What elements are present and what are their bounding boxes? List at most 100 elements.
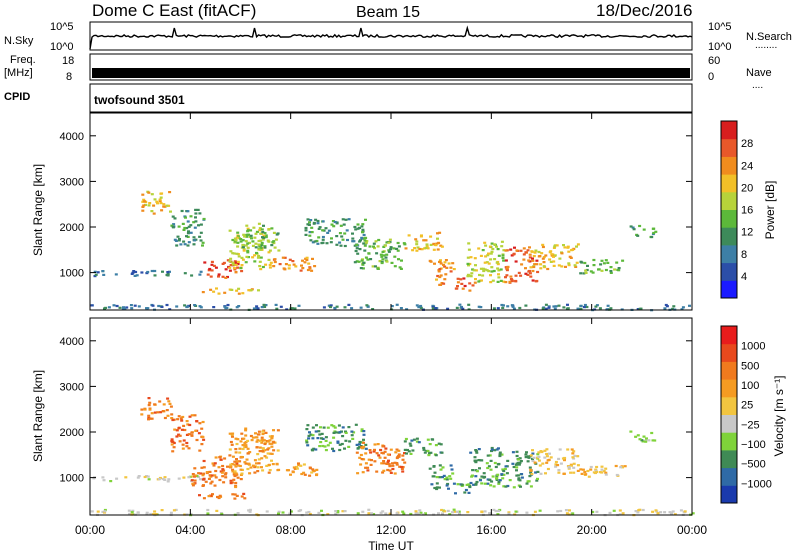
power-cell (468, 274, 472, 277)
velocity-cell (554, 460, 558, 464)
velocity-cell (311, 437, 315, 440)
velocity-cell (465, 483, 469, 486)
velocity-cell (480, 459, 484, 462)
velocity-cell (200, 427, 204, 430)
velocity-cell (426, 449, 430, 453)
velocity-cell (268, 442, 272, 445)
velocity-cell (422, 446, 426, 450)
power-cell (260, 241, 264, 244)
velocity-cell (214, 456, 218, 459)
velocity-cell (228, 454, 232, 457)
power-cell (259, 232, 263, 235)
velocity-cell (480, 510, 484, 514)
velocity-cell (391, 467, 395, 471)
power-cell (226, 259, 230, 262)
power-cell (531, 269, 535, 273)
power-cell (360, 225, 364, 228)
velocity-cell (146, 475, 150, 478)
power-cell (598, 307, 602, 310)
velocity-cell (291, 471, 295, 474)
velocity-cell (526, 460, 530, 463)
velocity-cell (397, 449, 401, 452)
power-cell (531, 257, 534, 260)
velocity-cell (570, 448, 574, 451)
power-cell (356, 252, 360, 255)
power-cell (263, 246, 267, 249)
velocity-cell (210, 480, 214, 483)
nsky-tick-bottom: 10^0 (50, 41, 74, 53)
power-cell (151, 304, 155, 307)
freq-tick-bottom: 8 (66, 71, 72, 83)
time-axis: 00:00 04:00 08:00 12:00 16:00 20:00 00:00 (75, 113, 707, 537)
power-cell (615, 261, 619, 264)
velocity-cell (233, 470, 237, 473)
velocity-cell (441, 466, 445, 469)
velocity-cell (584, 473, 588, 476)
velocity-cell (211, 493, 214, 496)
velocity-cell (239, 478, 243, 481)
power-cell (267, 251, 271, 254)
power-cell (500, 245, 504, 248)
velocity-cell (483, 510, 487, 513)
power-cell (672, 305, 676, 308)
power-cell (223, 291, 227, 294)
power-colorbar-tick: 4 (741, 271, 747, 283)
power-cell (442, 263, 445, 267)
power-cell (474, 264, 477, 267)
velocity-cell (270, 436, 274, 439)
power-cell (364, 256, 368, 259)
power-echo-region (141, 190, 172, 215)
velocity-cell (229, 463, 233, 466)
power-cell (567, 264, 571, 267)
power-cell (613, 268, 617, 271)
power-cell (539, 267, 543, 270)
velocity-cell (96, 510, 100, 513)
nsky-tick-top: 10^5 (50, 21, 74, 33)
velocity-cell (251, 464, 255, 467)
power-cell (310, 269, 314, 272)
velocity-cell (220, 512, 224, 516)
power-colorbar-swatch (721, 174, 737, 193)
freq-label-1: Freq. (10, 54, 36, 66)
velocity-cell (393, 472, 397, 475)
power-cell (432, 242, 436, 245)
power-cell (585, 268, 589, 272)
power-cell (321, 220, 325, 223)
velocity-cell (147, 404, 151, 407)
velocity-cell (256, 439, 260, 442)
velocity-cell (429, 451, 433, 454)
velocity-cell (167, 478, 171, 481)
velocity-cell (360, 428, 364, 431)
velocity-cell (235, 442, 239, 446)
velocity-cell (557, 457, 561, 460)
freq-panel: Freq. [MHz] 18 8 60 0 Nave .... (4, 53, 772, 91)
power-cell (253, 236, 257, 239)
velocity-cell (248, 451, 252, 454)
power-cell (361, 267, 365, 270)
velocity-cell (152, 513, 155, 516)
velocity-cell (305, 439, 309, 442)
velocity-cell (558, 448, 562, 451)
velocity-cell (495, 477, 498, 480)
power-cell (434, 244, 438, 247)
power-cell (466, 275, 470, 278)
velocity-cell (209, 482, 213, 485)
power-cell (502, 249, 506, 252)
velocity-cell (143, 408, 147, 411)
velocity-cell (360, 446, 364, 450)
velocity-cell (324, 449, 328, 452)
velocity-cell (334, 431, 338, 434)
power-cell (241, 246, 245, 249)
power-cell (477, 280, 481, 283)
velocity-cell (231, 468, 235, 471)
power-cell (403, 243, 407, 246)
power-cell (456, 285, 459, 288)
velocity-cell (299, 464, 303, 467)
velocity-cell (166, 414, 170, 417)
power-cell (562, 244, 565, 247)
velocity-cell (653, 439, 657, 442)
power-cell (433, 262, 436, 265)
nsearch-tick-bottom: 10^0 (708, 41, 732, 53)
velocity-cell (474, 449, 478, 452)
